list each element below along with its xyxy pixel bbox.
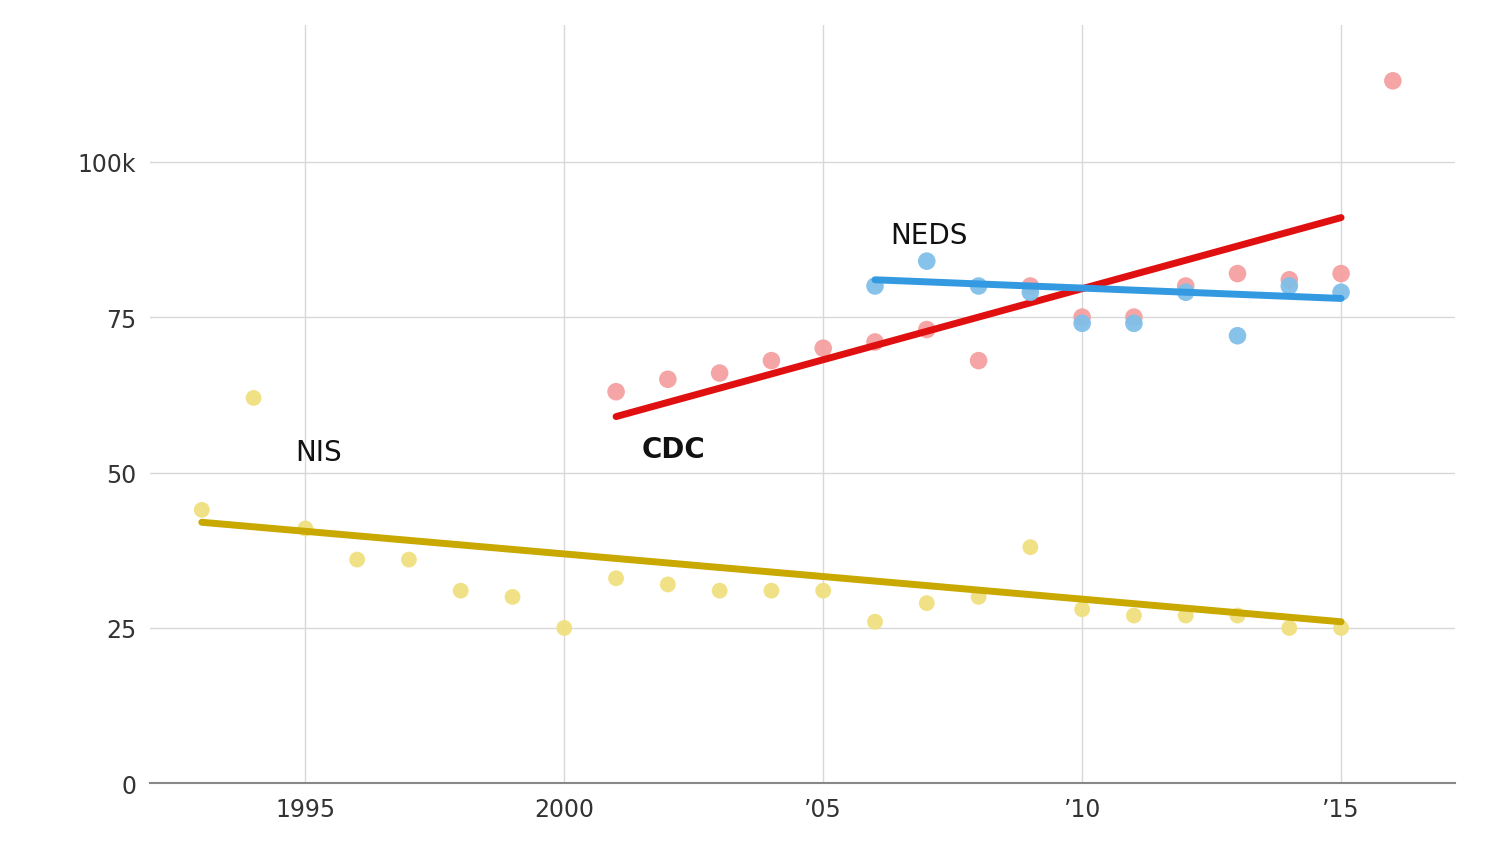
Point — [345, 553, 369, 567]
Point — [966, 355, 990, 369]
Point — [1226, 268, 1250, 282]
Point — [862, 336, 886, 350]
Point — [862, 615, 886, 629]
Point — [759, 355, 783, 369]
Text: NIS: NIS — [296, 439, 342, 467]
Text: CDC: CDC — [642, 436, 705, 464]
Point — [656, 373, 680, 387]
Point — [190, 504, 214, 517]
Text: NEDS: NEDS — [891, 221, 968, 250]
Point — [759, 584, 783, 598]
Point — [398, 553, 422, 567]
Point — [1173, 609, 1197, 623]
Point — [1226, 609, 1250, 623]
Point — [1019, 286, 1042, 300]
Point — [1329, 622, 1353, 635]
Point — [448, 584, 472, 598]
Point — [915, 597, 939, 610]
Point — [1070, 603, 1094, 616]
Point — [862, 280, 886, 294]
Point — [242, 392, 266, 406]
Point — [604, 386, 628, 400]
Point — [1278, 280, 1302, 294]
Point — [1382, 75, 1406, 89]
Point — [1278, 622, 1302, 635]
Point — [1122, 317, 1146, 331]
Point — [656, 578, 680, 592]
Point — [1019, 541, 1042, 554]
Point — [552, 622, 576, 635]
Point — [915, 255, 939, 269]
Point — [1070, 317, 1094, 331]
Point — [1173, 286, 1197, 300]
Point — [1278, 274, 1302, 288]
Point — [812, 584, 836, 598]
Point — [966, 280, 990, 294]
Point — [1019, 280, 1042, 294]
Point — [812, 342, 836, 356]
Point — [1226, 330, 1250, 344]
Point — [708, 367, 732, 381]
Point — [708, 584, 732, 598]
Point — [1173, 280, 1197, 294]
Point — [604, 572, 628, 585]
Point — [1122, 311, 1146, 325]
Point — [915, 323, 939, 337]
Point — [1070, 311, 1094, 325]
Point — [1329, 286, 1353, 300]
Point — [1329, 268, 1353, 282]
Point — [294, 522, 318, 536]
Point — [966, 591, 990, 604]
Point — [1122, 609, 1146, 623]
Point — [501, 591, 525, 604]
